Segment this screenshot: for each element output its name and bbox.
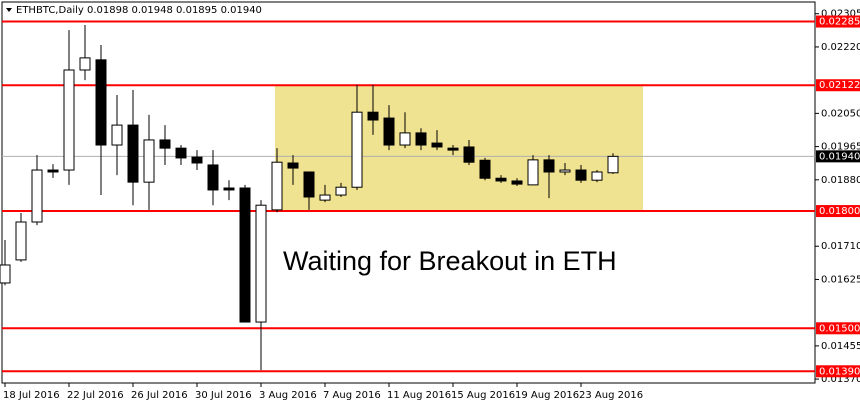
y-tick-label: 0.02305	[821, 9, 860, 20]
candle-body	[159, 139, 171, 149]
candle-body	[255, 204, 267, 323]
y-tick-label: 0.01965	[821, 142, 860, 153]
candle-body	[495, 177, 507, 182]
candle-body	[543, 159, 555, 173]
x-tick-label: 30 Jul 2016	[195, 390, 252, 401]
candle-body	[47, 169, 59, 173]
candle-body	[175, 147, 187, 159]
y-tick-label: 0.01880	[821, 175, 860, 186]
labels-layer: 0.02305 0.02220 0.02050 0.01965 0.01880 0.017…	[3, 9, 860, 401]
candle-body	[415, 132, 427, 146]
level-box	[816, 79, 860, 92]
chart-title: ETHBTC,Daily 0.01898 0.01948 0.01895 0.0…	[16, 5, 262, 16]
candle-body	[431, 142, 443, 148]
candle-body	[511, 180, 523, 185]
level-label: 0.01800	[819, 206, 860, 217]
level-label: 0.02122	[819, 80, 860, 91]
level-label: 0.01500	[819, 323, 860, 334]
level-label: 0.02285	[819, 17, 860, 28]
level-box	[816, 322, 860, 335]
level-label: 0.01390	[819, 366, 860, 377]
breakout-zone	[275, 85, 643, 212]
zone-layer	[275, 85, 643, 212]
y-tick-label: 0.02220	[821, 42, 860, 53]
candle-body	[319, 194, 331, 201]
candle-body	[351, 111, 363, 188]
candle-body	[223, 187, 235, 191]
y-tick-label: 0.01710	[821, 241, 860, 252]
candle-body	[463, 146, 475, 163]
candle-body	[383, 117, 395, 146]
lines-layer	[2, 20, 815, 373]
candle-body	[399, 132, 411, 146]
x-tick-label: 18 Jul 2016	[3, 390, 60, 401]
plot-frame	[1, 1, 816, 384]
candle-body	[15, 221, 27, 261]
candle-body	[63, 69, 75, 171]
candle-body	[575, 169, 587, 181]
candle-body	[95, 59, 107, 146]
candle-body	[127, 124, 139, 183]
candle-body	[207, 164, 219, 191]
candle-body	[287, 162, 299, 169]
x-tick-label: 26 Jul 2016	[131, 390, 188, 401]
candle-body	[607, 155, 619, 174]
candles-layer	[0, 25, 619, 371]
x-tick-label: 22 Jul 2016	[67, 390, 124, 401]
x-tick-label: 7 Aug 2016	[323, 390, 381, 401]
x-tick-label: 23 Aug 2016	[579, 390, 643, 401]
candle-body	[479, 159, 491, 179]
x-tick-label: 3 Aug 2016	[259, 390, 317, 401]
level-box	[816, 15, 860, 28]
candle-body	[143, 139, 155, 183]
candle-body	[239, 187, 251, 323]
last-price-label: 0.01940	[819, 151, 860, 162]
candle-body	[303, 171, 315, 198]
candle-body	[367, 111, 379, 121]
candle-body	[447, 147, 459, 151]
y-tick-label: 0.01625	[821, 274, 860, 285]
candle-body	[527, 159, 539, 186]
annotation: Waiting for Breakout in ETH	[283, 246, 617, 276]
x-tick-label: 19 Aug 2016	[515, 390, 579, 401]
candle-body	[559, 169, 571, 173]
candle-body	[111, 124, 123, 146]
y-tick-label: 0.01370	[821, 374, 860, 385]
level-box	[816, 365, 860, 378]
x-tick-label: 15 Aug 2016	[451, 390, 515, 401]
y-tick-label: 0.01455	[821, 341, 860, 352]
level-box	[816, 205, 860, 218]
candle-body	[0, 264, 11, 284]
candle-body	[271, 161, 283, 211]
last-price-box	[816, 150, 860, 163]
menu-arrow	[6, 8, 12, 12]
y-tick-label: 0.02050	[821, 108, 860, 119]
candle-body	[335, 186, 347, 196]
candle-body	[591, 171, 603, 181]
candle-body	[191, 156, 203, 164]
x-tick-label: 11 Aug 2016	[387, 390, 451, 401]
candle-body	[31, 169, 43, 223]
candle-body	[79, 57, 91, 71]
